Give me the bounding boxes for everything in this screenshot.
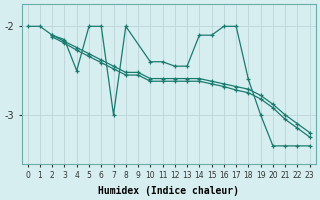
- X-axis label: Humidex (Indice chaleur): Humidex (Indice chaleur): [98, 186, 239, 196]
